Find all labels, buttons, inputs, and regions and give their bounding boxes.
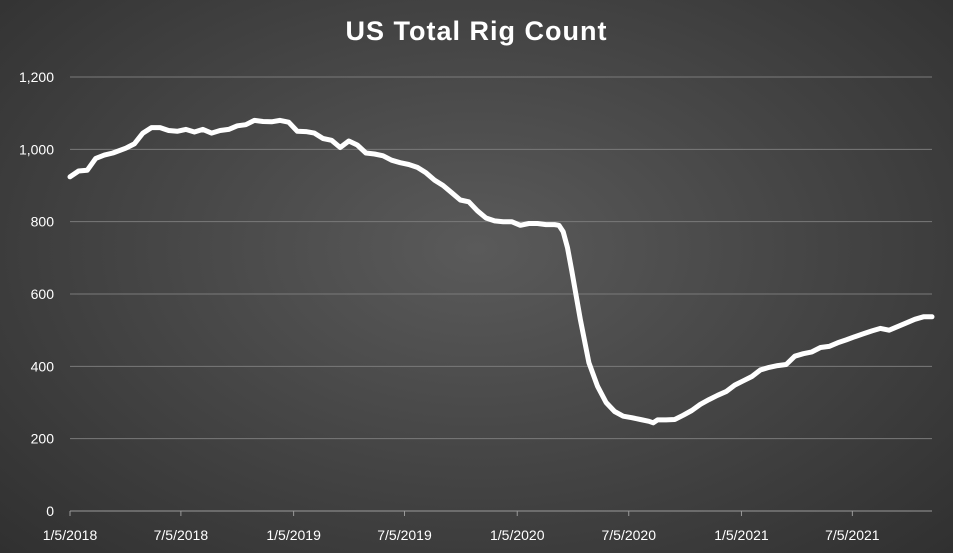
y-tick-label: 800 [31,214,55,230]
chart-title: US Total Rig Count [345,16,608,46]
y-tick-label: 1,200 [19,69,54,85]
x-tick-label: 1/5/2021 [714,527,769,543]
gridlines [70,76,932,512]
x-tick-label: 1/5/2019 [266,527,321,543]
y-tick-label: 400 [31,358,55,374]
y-tick-label: 600 [31,286,55,302]
y-tick-label: 1,000 [19,141,54,157]
y-axis-ticks: 0 200 400 600 800 1,000 1,200 [19,69,54,519]
x-tick-label: 7/5/2020 [601,527,656,543]
x-tick-label: 7/5/2021 [825,527,880,543]
x-tick-label: 1/5/2018 [43,527,98,543]
x-axis-ticks: 1/5/2018 7/5/2018 1/5/2019 7/5/2019 1/5/2020… [43,511,880,543]
y-tick-label: 200 [31,431,55,447]
series-line [67,117,935,426]
x-tick-label: 7/5/2018 [154,527,209,543]
x-tick-label: 1/5/2020 [490,527,545,543]
x-tick-label: 7/5/2019 [377,527,432,543]
y-tick-label: 0 [46,503,54,519]
